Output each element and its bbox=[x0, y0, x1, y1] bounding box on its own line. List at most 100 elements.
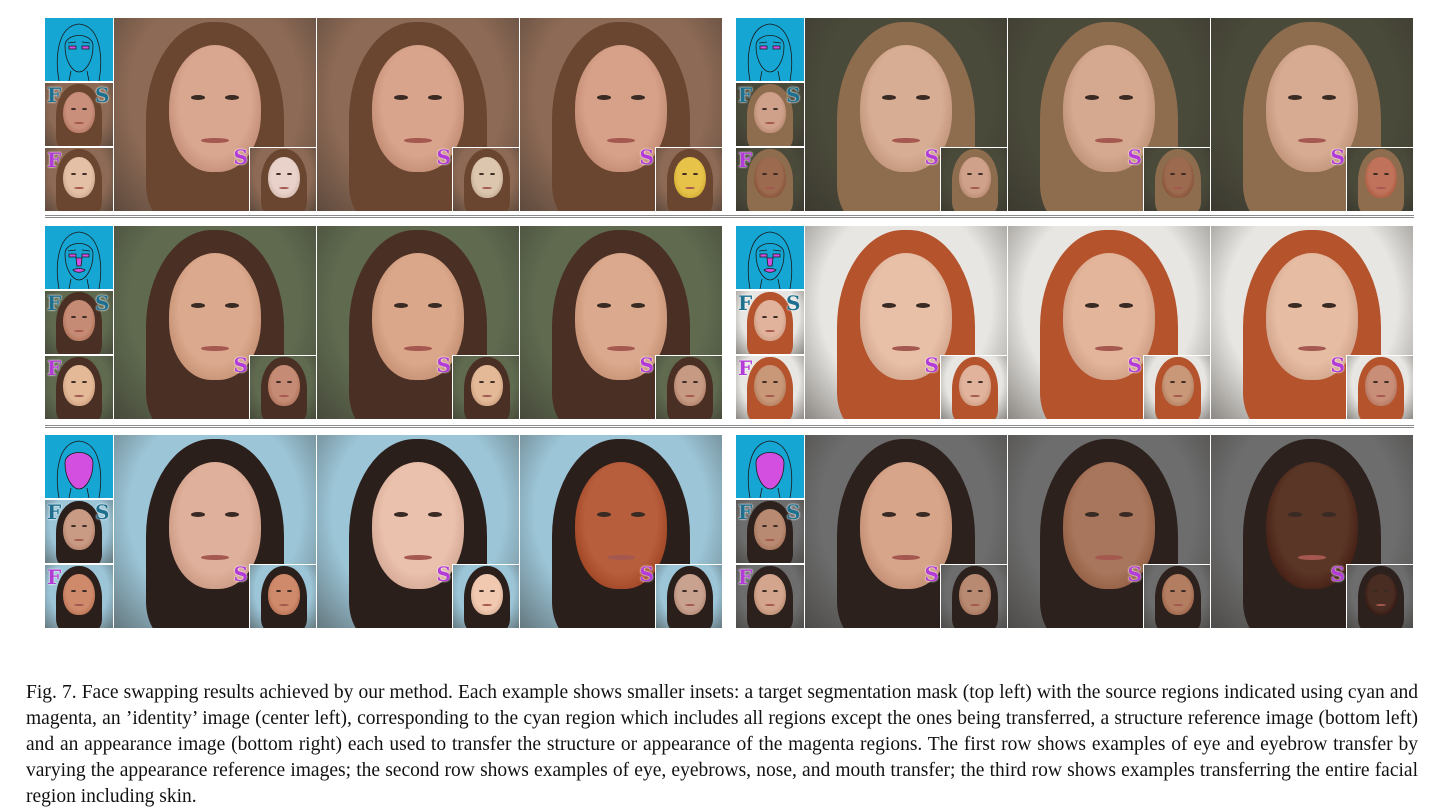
segmentation-mask bbox=[747, 231, 793, 289]
mouth-mark bbox=[685, 395, 695, 398]
eye-mark bbox=[490, 173, 496, 176]
eye-mark bbox=[681, 173, 687, 176]
eye-mark bbox=[596, 95, 611, 100]
mask-inset bbox=[736, 435, 804, 498]
eye-mark bbox=[631, 512, 646, 517]
appearance-inset bbox=[1143, 147, 1210, 211]
structure-inset bbox=[736, 148, 804, 211]
identity-inset bbox=[45, 500, 113, 563]
eye-mark bbox=[490, 381, 496, 384]
eye-mark bbox=[1372, 381, 1378, 384]
portrait-photo bbox=[1144, 565, 1210, 628]
mouth-mark bbox=[1376, 604, 1386, 607]
identity-inset bbox=[45, 291, 113, 354]
eye-mark bbox=[478, 590, 484, 593]
eye-mark bbox=[693, 590, 699, 593]
mouth-mark bbox=[482, 395, 492, 398]
result-image: S bbox=[114, 18, 316, 211]
portrait-photo bbox=[736, 565, 804, 628]
mouth-mark bbox=[891, 137, 921, 144]
eye-mark bbox=[82, 590, 88, 593]
portrait-photo bbox=[1008, 435, 1210, 628]
eye-mark bbox=[773, 108, 779, 111]
appearance-inset bbox=[655, 147, 722, 211]
portrait-photo bbox=[45, 148, 113, 211]
face-shape bbox=[371, 253, 465, 381]
portrait-photo bbox=[250, 356, 316, 419]
identity-inset bbox=[736, 500, 804, 563]
face-shape bbox=[959, 573, 991, 616]
eye-mark bbox=[761, 590, 767, 593]
result-image: S bbox=[317, 435, 519, 628]
structure-letter-f: F bbox=[738, 565, 753, 589]
eye-mark bbox=[978, 173, 984, 176]
result-image: S bbox=[1008, 435, 1210, 628]
identity-letter-s: S bbox=[786, 500, 801, 524]
appearance-inset bbox=[249, 147, 316, 211]
portrait-photo bbox=[805, 435, 1007, 628]
eye-mark bbox=[225, 303, 240, 308]
appearance-inset bbox=[1346, 564, 1413, 628]
appearance-letter-s: S bbox=[639, 145, 654, 169]
appearance-letter-s: S bbox=[436, 353, 451, 377]
face-shape bbox=[1162, 156, 1194, 199]
mouth-mark bbox=[891, 554, 921, 561]
eye-mark bbox=[1169, 173, 1175, 176]
face-shape bbox=[754, 508, 786, 551]
face-shape bbox=[754, 156, 786, 199]
face-shape bbox=[471, 156, 503, 199]
mouth-mark bbox=[765, 395, 775, 398]
mouth-mark bbox=[200, 345, 230, 352]
eye-mark bbox=[478, 173, 484, 176]
portrait-photo bbox=[453, 565, 519, 628]
eye-mark bbox=[1384, 173, 1390, 176]
portrait-photo bbox=[1144, 356, 1210, 419]
mouth-mark bbox=[74, 395, 84, 398]
appearance-inset bbox=[1346, 355, 1413, 419]
appearance-inset bbox=[940, 147, 1007, 211]
appearance-letter-s: S bbox=[1127, 145, 1142, 169]
portrait-photo bbox=[45, 83, 113, 146]
face-shape bbox=[754, 299, 786, 342]
identity-letter-s: S bbox=[95, 83, 110, 107]
mouth-mark bbox=[1173, 395, 1183, 398]
portrait-photo bbox=[520, 226, 722, 419]
portrait-photo bbox=[453, 356, 519, 419]
portrait-photo bbox=[250, 565, 316, 628]
face-shape bbox=[859, 462, 953, 590]
segmentation-mask bbox=[747, 23, 793, 81]
mouth-mark bbox=[279, 187, 289, 190]
eye-mark bbox=[490, 590, 496, 593]
portrait-photo bbox=[45, 565, 113, 628]
eye-mark bbox=[190, 303, 205, 308]
eye-mark bbox=[190, 512, 205, 517]
appearance-letter-s: S bbox=[1127, 353, 1142, 377]
face-shape bbox=[471, 364, 503, 407]
eye-mark bbox=[596, 303, 611, 308]
mouth-mark bbox=[279, 604, 289, 607]
face-shape bbox=[1062, 462, 1156, 590]
mouth-mark bbox=[606, 345, 636, 352]
eye-mark bbox=[773, 316, 779, 319]
mouth-mark bbox=[74, 122, 84, 125]
face-shape bbox=[1365, 156, 1397, 199]
eye-mark bbox=[1119, 303, 1134, 308]
eye-mark bbox=[1384, 381, 1390, 384]
eye-mark bbox=[1322, 303, 1337, 308]
face-shape bbox=[754, 91, 786, 134]
eye-mark bbox=[1084, 512, 1099, 517]
mouth-mark bbox=[74, 604, 84, 607]
face-shape bbox=[1265, 462, 1359, 590]
appearance-inset bbox=[452, 355, 519, 419]
eye-mark bbox=[1119, 95, 1134, 100]
eye-mark bbox=[1322, 95, 1337, 100]
row-divider bbox=[45, 425, 1414, 428]
structure-letter-f: F bbox=[47, 356, 62, 380]
mouth-mark bbox=[765, 122, 775, 125]
result-image: S bbox=[317, 226, 519, 419]
segmentation-mask bbox=[56, 440, 102, 498]
eye-mark bbox=[966, 381, 972, 384]
mask-inset bbox=[736, 18, 804, 81]
face-shape bbox=[268, 364, 300, 407]
